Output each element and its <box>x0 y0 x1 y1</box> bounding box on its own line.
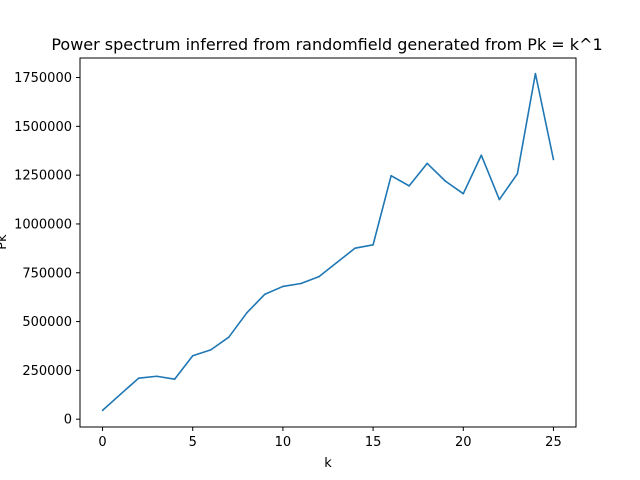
y-tick-label: 1250000 <box>14 169 72 184</box>
data-point <box>426 162 429 165</box>
series-line <box>102 72 555 411</box>
y-axis-ticks: 0 250000 500000 750000 1000000 1250000 1500000… <box>14 71 80 428</box>
data-point <box>101 409 104 412</box>
data-point <box>137 377 140 379</box>
data-point <box>209 349 212 351</box>
data-point <box>228 336 230 338</box>
data-point <box>444 180 447 182</box>
data-point <box>191 354 194 357</box>
data-point <box>119 393 122 396</box>
data-point <box>318 275 320 278</box>
y-tick-label: 500000 <box>22 315 72 330</box>
y-tick-label: 750000 <box>22 266 72 281</box>
x-axis-label: k <box>324 456 332 471</box>
data-point <box>354 247 356 249</box>
y-axis-label: Pk <box>0 234 10 250</box>
x-tick-label: 25 <box>545 435 562 450</box>
data-point <box>155 375 158 378</box>
data-point <box>246 311 248 314</box>
plot-area <box>79 57 577 428</box>
chart-title: Power spectrum inferred from randomfield… <box>51 35 602 54</box>
x-tick-label: 10 <box>275 435 292 450</box>
x-tick-label: 15 <box>365 435 382 450</box>
x-tick-label: 0 <box>98 435 106 450</box>
data-point <box>282 285 284 288</box>
data-point <box>480 154 483 157</box>
x-axis-ticks: 0 5 10 15 20 25 <box>98 427 562 450</box>
y-tick-label: 250000 <box>22 364 72 379</box>
plot-frame <box>79 57 577 428</box>
data-point <box>408 185 410 187</box>
series-layer <box>101 72 555 412</box>
data-point <box>498 198 501 201</box>
data-point <box>462 192 465 195</box>
y-tick-label: 0 <box>64 413 72 428</box>
data-point <box>372 244 374 246</box>
data-point <box>264 293 266 296</box>
data-point <box>390 174 392 177</box>
data-point <box>300 282 302 285</box>
x-tick-label: 5 <box>189 435 197 450</box>
y-tick-label: 1000000 <box>14 217 72 232</box>
y-tick-label: 1500000 <box>14 120 72 135</box>
data-point <box>173 378 176 380</box>
data-point <box>534 72 537 75</box>
data-point <box>516 172 519 175</box>
x-tick-label: 20 <box>455 435 472 450</box>
y-tick-label: 1750000 <box>14 71 72 86</box>
data-point <box>552 158 555 161</box>
data-point <box>336 261 338 264</box>
